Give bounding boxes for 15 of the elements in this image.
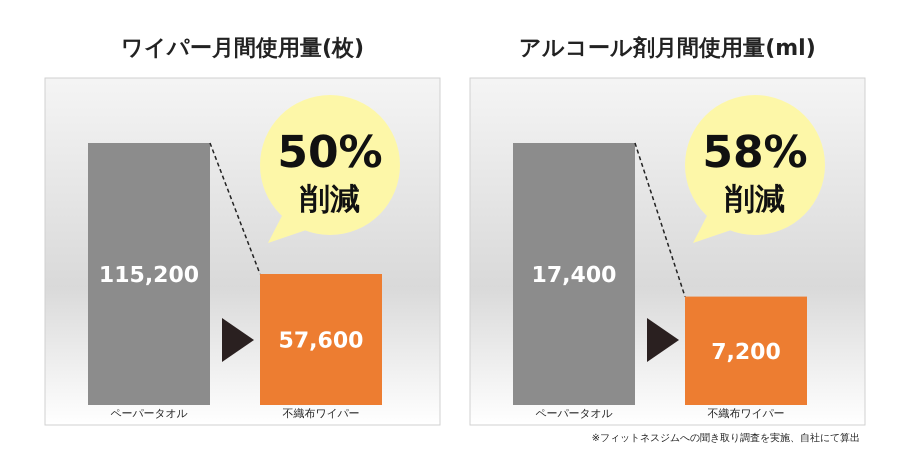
x-tick-label: 不織布ワイパー: [282, 407, 360, 420]
data-label: 115,200: [98, 263, 200, 288]
annotation: 削減: [299, 182, 360, 217]
x-tick-label: 不織布ワイパー: [708, 407, 784, 420]
data-label: 7,200: [711, 340, 781, 365]
x-tick-label: ペーパータオル: [536, 407, 612, 420]
annotation: 50%: [277, 127, 383, 178]
annotation: 58%: [702, 127, 808, 178]
x-tick-label: ペーパータオル: [110, 407, 188, 420]
annotation: 削減: [724, 182, 785, 217]
data-label: 57,600: [278, 328, 364, 354]
chart-title: ワイパー月間使用量(枚): [120, 36, 364, 61]
chart-title: アルコール剤月間使用量(ml): [519, 35, 816, 61]
text: ※フィットネスジムへの聞き取り調査を実施、自社にて算出: [592, 432, 860, 444]
data-label: 17,400: [532, 263, 616, 288]
